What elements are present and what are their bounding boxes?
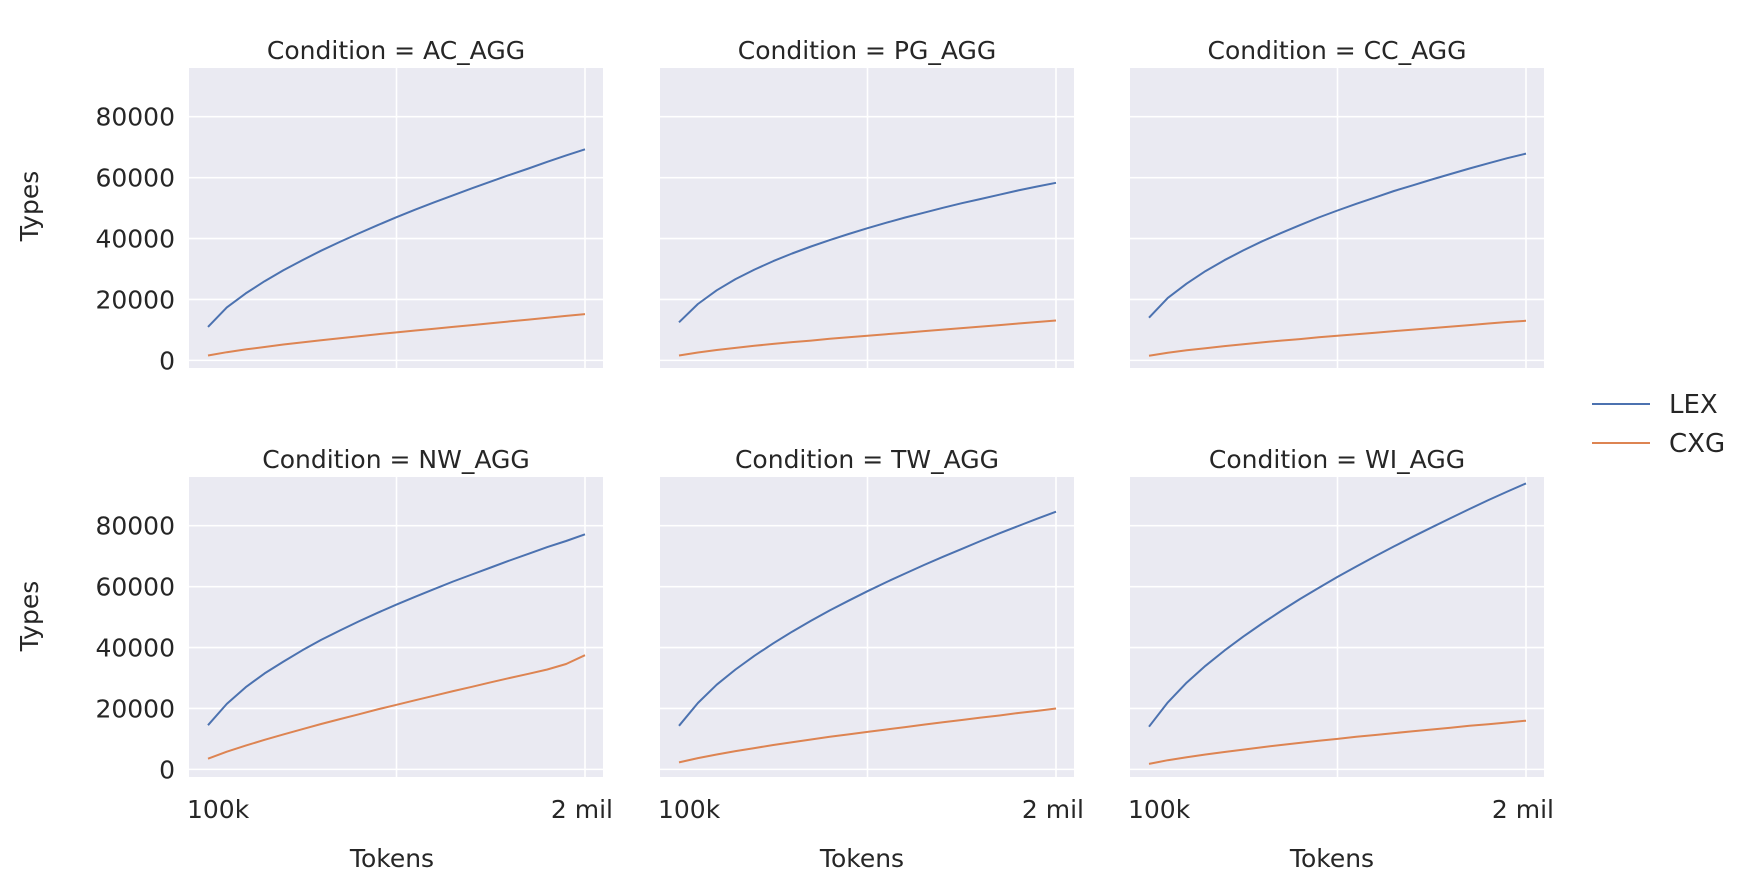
y-tick-label: 40000 (95, 225, 175, 254)
panel-ac-agg: Condition = AC_AGG 0 20000 40000 60000 80000 (95, 36, 603, 375)
panel-wi-agg: Condition = WI_AGG 100k 2 mil (1128, 445, 1554, 824)
panel-title: Condition = AC_AGG (267, 36, 525, 65)
y-tick-label: 0 (159, 755, 175, 784)
legend-label-cxg: CXG (1669, 429, 1725, 459)
panel-tw-agg: Condition = TW_AGG 100k 2 mil (658, 445, 1084, 824)
y-tick-label: 80000 (95, 103, 175, 132)
series-line-lex (678, 181, 1057, 324)
series-line-cxg (678, 707, 1057, 764)
series-line-cxg (207, 313, 586, 357)
y-tick-label: 60000 (95, 164, 175, 193)
series-line-lex (678, 510, 1057, 727)
x-tick-label: 100k (1128, 795, 1191, 824)
legend: LEX CXG (1592, 390, 1725, 459)
y-tick-label: 0 (159, 346, 175, 375)
series-line-lex (207, 533, 586, 726)
y-tick-label: 20000 (95, 694, 175, 723)
series-line-lex (1148, 482, 1527, 728)
panel-title: Condition = PG_AGG (738, 36, 997, 65)
y-tick-label: 40000 (95, 634, 175, 663)
panel-title: Condition = TW_AGG (735, 445, 999, 474)
x-axis-label-col-2: Tokens (819, 844, 904, 873)
legend-label-lex: LEX (1669, 390, 1718, 420)
series-line-cxg (1148, 719, 1527, 765)
series-line-cxg (207, 654, 586, 760)
y-tick-label: 80000 (95, 512, 175, 541)
panel-title: Condition = NW_AGG (262, 445, 529, 474)
panel-pg-agg: Condition = PG_AGG (660, 36, 1074, 368)
y-axis-label-row-1: Types (15, 171, 44, 242)
y-axis-label-row-2: Types (15, 581, 44, 652)
x-axis-label-col-3: Tokens (1289, 844, 1374, 873)
facet-panels: Condition = AC_AGG020000400006000080000C… (95, 36, 1554, 824)
x-tick-label: 2 mil (551, 795, 613, 824)
series-line-cxg (1148, 319, 1527, 357)
series-line-lex (207, 148, 586, 328)
x-tick-label: 2 mil (1492, 795, 1554, 824)
panel-cc-agg: Condition = CC_AGG (1130, 36, 1544, 368)
x-tick-label: 100k (658, 795, 721, 824)
y-tick-label: 20000 (95, 285, 175, 314)
x-axis-label-col-1: Tokens (349, 844, 434, 873)
panel-title: Condition = WI_AGG (1209, 445, 1465, 474)
panel-title: Condition = CC_AGG (1208, 36, 1467, 65)
x-tick-label: 2 mil (1022, 795, 1084, 824)
series-line-cxg (678, 319, 1057, 357)
y-tick-label: 60000 (95, 573, 175, 602)
panel-nw-agg: Condition = NW_AGG 0 20000 40000 60000 80000 1… (95, 445, 613, 824)
series-line-lex (1148, 152, 1527, 319)
x-tick-label: 100k (187, 795, 250, 824)
